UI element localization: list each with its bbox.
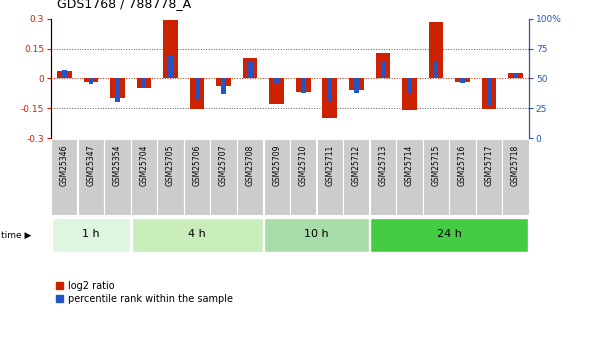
- Text: GDS1768 / 788778_A: GDS1768 / 788778_A: [57, 0, 191, 10]
- Bar: [429, 22, 444, 79]
- Bar: [115, 79, 120, 102]
- Bar: [136, 79, 151, 88]
- FancyBboxPatch shape: [476, 139, 502, 215]
- Bar: [57, 71, 72, 79]
- Text: GSM25716: GSM25716: [458, 145, 467, 186]
- Text: GSM25712: GSM25712: [352, 145, 361, 186]
- Text: 10 h: 10 h: [304, 229, 329, 239]
- Text: GSM25706: GSM25706: [192, 145, 201, 186]
- Bar: [269, 79, 284, 104]
- Bar: [349, 79, 364, 90]
- Bar: [163, 20, 178, 79]
- Text: GSM25354: GSM25354: [113, 145, 122, 186]
- Bar: [434, 61, 438, 79]
- FancyBboxPatch shape: [343, 139, 370, 215]
- Bar: [110, 79, 125, 98]
- Text: GSM25708: GSM25708: [246, 145, 255, 186]
- Text: GSM25715: GSM25715: [432, 145, 441, 186]
- Text: GSM25710: GSM25710: [299, 145, 308, 186]
- FancyBboxPatch shape: [370, 139, 396, 215]
- FancyBboxPatch shape: [450, 139, 475, 215]
- Bar: [487, 79, 492, 106]
- Bar: [84, 79, 98, 82]
- Bar: [380, 61, 385, 79]
- Bar: [460, 79, 465, 83]
- Text: GSM25718: GSM25718: [511, 145, 520, 186]
- Bar: [301, 79, 305, 93]
- Bar: [190, 79, 204, 109]
- Bar: [62, 70, 67, 79]
- Text: GSM25707: GSM25707: [219, 145, 228, 186]
- Text: GSM25705: GSM25705: [166, 145, 175, 186]
- Bar: [275, 79, 279, 85]
- Text: GSM25711: GSM25711: [325, 145, 334, 186]
- Bar: [513, 74, 518, 79]
- FancyBboxPatch shape: [210, 139, 237, 215]
- Bar: [221, 79, 226, 94]
- Bar: [376, 53, 390, 79]
- Text: 1 h: 1 h: [82, 229, 100, 239]
- FancyBboxPatch shape: [264, 139, 290, 215]
- Bar: [407, 79, 412, 93]
- FancyBboxPatch shape: [264, 218, 369, 252]
- FancyBboxPatch shape: [105, 139, 130, 215]
- Bar: [142, 79, 146, 88]
- Text: GSM25704: GSM25704: [139, 145, 148, 186]
- Bar: [323, 79, 337, 118]
- FancyBboxPatch shape: [51, 139, 78, 215]
- FancyBboxPatch shape: [502, 139, 529, 215]
- Bar: [248, 61, 252, 79]
- Bar: [482, 79, 496, 109]
- Text: 4 h: 4 h: [188, 229, 206, 239]
- Bar: [195, 79, 200, 100]
- FancyBboxPatch shape: [370, 218, 528, 252]
- Text: GSM25714: GSM25714: [405, 145, 414, 186]
- Bar: [243, 58, 257, 79]
- Bar: [296, 79, 311, 92]
- Text: GSM25346: GSM25346: [60, 145, 69, 186]
- FancyBboxPatch shape: [52, 218, 130, 252]
- FancyBboxPatch shape: [157, 139, 184, 215]
- Bar: [508, 72, 523, 79]
- FancyBboxPatch shape: [396, 139, 423, 215]
- Text: 24 h: 24 h: [437, 229, 462, 239]
- FancyBboxPatch shape: [290, 139, 316, 215]
- Text: GSM25717: GSM25717: [484, 145, 493, 186]
- FancyBboxPatch shape: [131, 139, 157, 215]
- Text: GSM25347: GSM25347: [87, 145, 96, 186]
- Bar: [328, 79, 332, 102]
- FancyBboxPatch shape: [317, 139, 343, 215]
- Bar: [354, 79, 359, 93]
- FancyBboxPatch shape: [237, 139, 263, 215]
- FancyBboxPatch shape: [423, 139, 449, 215]
- FancyBboxPatch shape: [184, 139, 210, 215]
- Text: GSM25709: GSM25709: [272, 145, 281, 186]
- FancyBboxPatch shape: [78, 139, 104, 215]
- Legend: log2 ratio, percentile rank within the sample: log2 ratio, percentile rank within the s…: [56, 281, 233, 304]
- Bar: [402, 79, 416, 110]
- Bar: [216, 79, 231, 87]
- Bar: [455, 79, 470, 82]
- Text: time ▶: time ▶: [1, 230, 32, 239]
- Bar: [88, 79, 93, 85]
- Bar: [168, 55, 173, 79]
- FancyBboxPatch shape: [132, 218, 263, 252]
- Text: GSM25713: GSM25713: [379, 145, 388, 186]
